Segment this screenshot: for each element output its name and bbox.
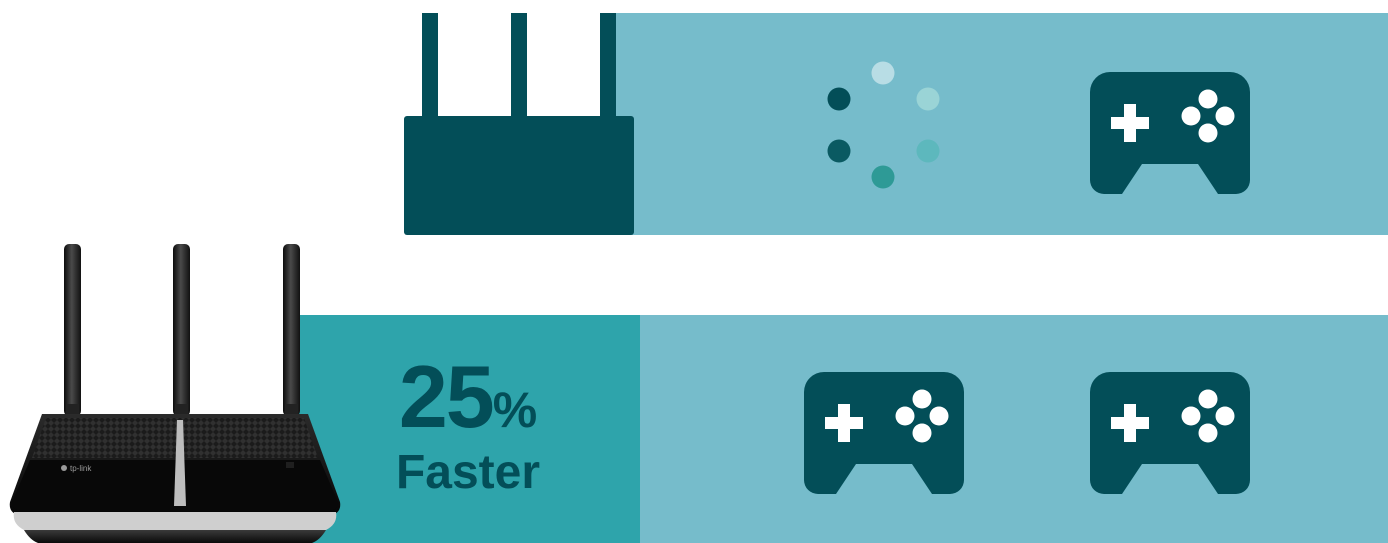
gamepad-icon [1090,372,1250,494]
stat-number: 25 [398,347,495,446]
stat-unit: % [492,382,538,438]
router-photo-antenna [64,244,81,416]
bottom-lane-band [640,315,1388,543]
speed-stat: 25% Faster [296,315,640,543]
stat-percentage: 25% [296,353,640,441]
stat-band [296,315,640,543]
router-logo-text: tp-link [70,464,92,473]
spinner-dot [827,87,851,111]
router-antenna-right [600,13,616,123]
spinner-dot [916,87,940,111]
gamepad-icon [804,372,964,494]
router-product-photo: tp-link [9,244,341,543]
router-icon [404,13,634,235]
router-antenna-left [422,13,438,123]
spinner-dot [871,61,895,85]
router-photo-antenna [283,244,300,416]
stat-label: Faster [395,446,541,499]
loading-spinner-icon [827,61,940,189]
top-lane-band [612,13,1388,235]
spinner-dot [916,139,940,163]
router-photo-antenna [173,244,190,416]
spinner-dot [827,139,851,163]
gamepad-icon [1090,72,1250,194]
spinner-dot [871,165,895,189]
router-antenna-middle [511,13,527,123]
router-body [404,116,634,235]
